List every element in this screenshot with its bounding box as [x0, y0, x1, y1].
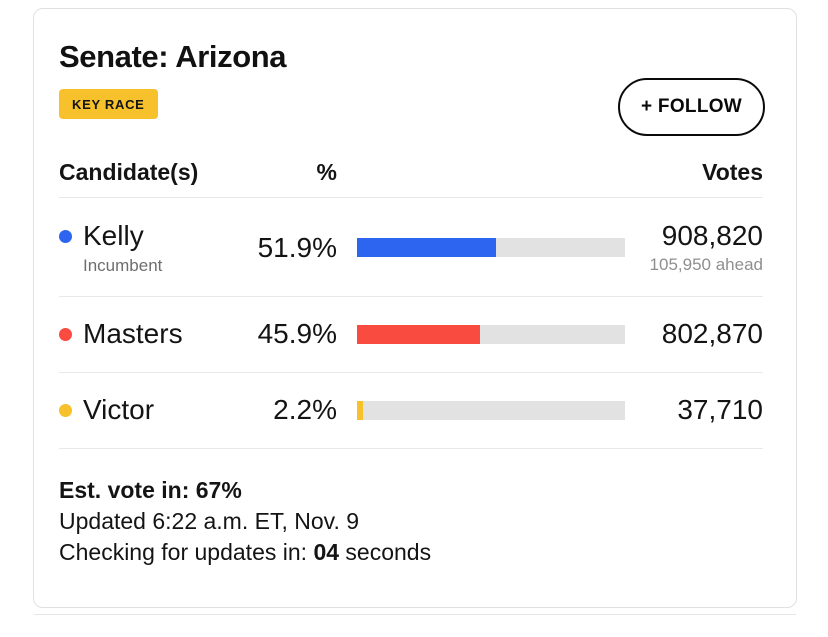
candidate-percent: 45.9%	[257, 318, 337, 349]
countdown-suffix: seconds	[339, 539, 432, 565]
updated-timestamp: Updated 6:22 a.m. ET, Nov. 9	[59, 508, 360, 534]
race-title: Senate: Arizona	[59, 39, 287, 74]
candidate-name: Kelly	[83, 220, 144, 251]
result-bar-fill	[357, 238, 497, 257]
candidate-name: Victor	[83, 394, 155, 425]
race-card: Senate: Arizona KEY RACE + FOLLOW Candid…	[33, 8, 797, 615]
candidate-dot-icon	[59, 403, 72, 417]
candidate-row-kelly: Kelly Incumbent 51.9% 908,820 105,950 ah…	[59, 198, 763, 297]
table-header: Candidate(s) % Votes	[59, 159, 763, 198]
result-bar-track	[357, 238, 625, 257]
candidate-name: Masters	[83, 318, 183, 349]
result-bar-fill	[357, 324, 480, 344]
race-footer: Est. vote in: 67% Updated 6:22 a.m. ET, …	[59, 475, 763, 568]
incumbent-label: Incumbent	[83, 256, 163, 275]
candidate-dot-icon	[59, 229, 72, 243]
est-vote-in: Est. vote in: 67%	[59, 477, 242, 503]
bottom-divider	[34, 614, 796, 615]
candidate-row-victor: Victor 2.2% 37,710	[59, 373, 763, 449]
candidate-percent: 2.2%	[273, 394, 337, 425]
countdown-prefix: Checking for updates in:	[59, 539, 314, 565]
candidate-votes: 908,820	[661, 220, 763, 251]
update-countdown-line: Checking for updates in: 04 seconds	[59, 537, 763, 568]
candidate-dot-icon	[59, 327, 72, 341]
result-bar-fill	[357, 400, 363, 420]
candidate-votes: 37,710	[677, 394, 763, 425]
header-candidate: Candidate(s)	[59, 159, 199, 185]
header-votes: Votes	[702, 159, 763, 185]
countdown-value: 04	[313, 539, 340, 565]
follow-button[interactable]: + FOLLOW	[618, 78, 765, 136]
candidate-row-masters: Masters 45.9% 802,870	[59, 297, 763, 373]
result-bar-track	[357, 324, 625, 344]
candidate-percent: 51.9%	[257, 231, 337, 263]
result-bar-track	[357, 400, 625, 420]
header-percent: %	[316, 159, 337, 185]
votes-margin-note: 105,950 ahead	[649, 255, 763, 274]
candidate-votes: 802,870	[661, 318, 763, 349]
key-race-badge: KEY RACE	[59, 89, 158, 119]
